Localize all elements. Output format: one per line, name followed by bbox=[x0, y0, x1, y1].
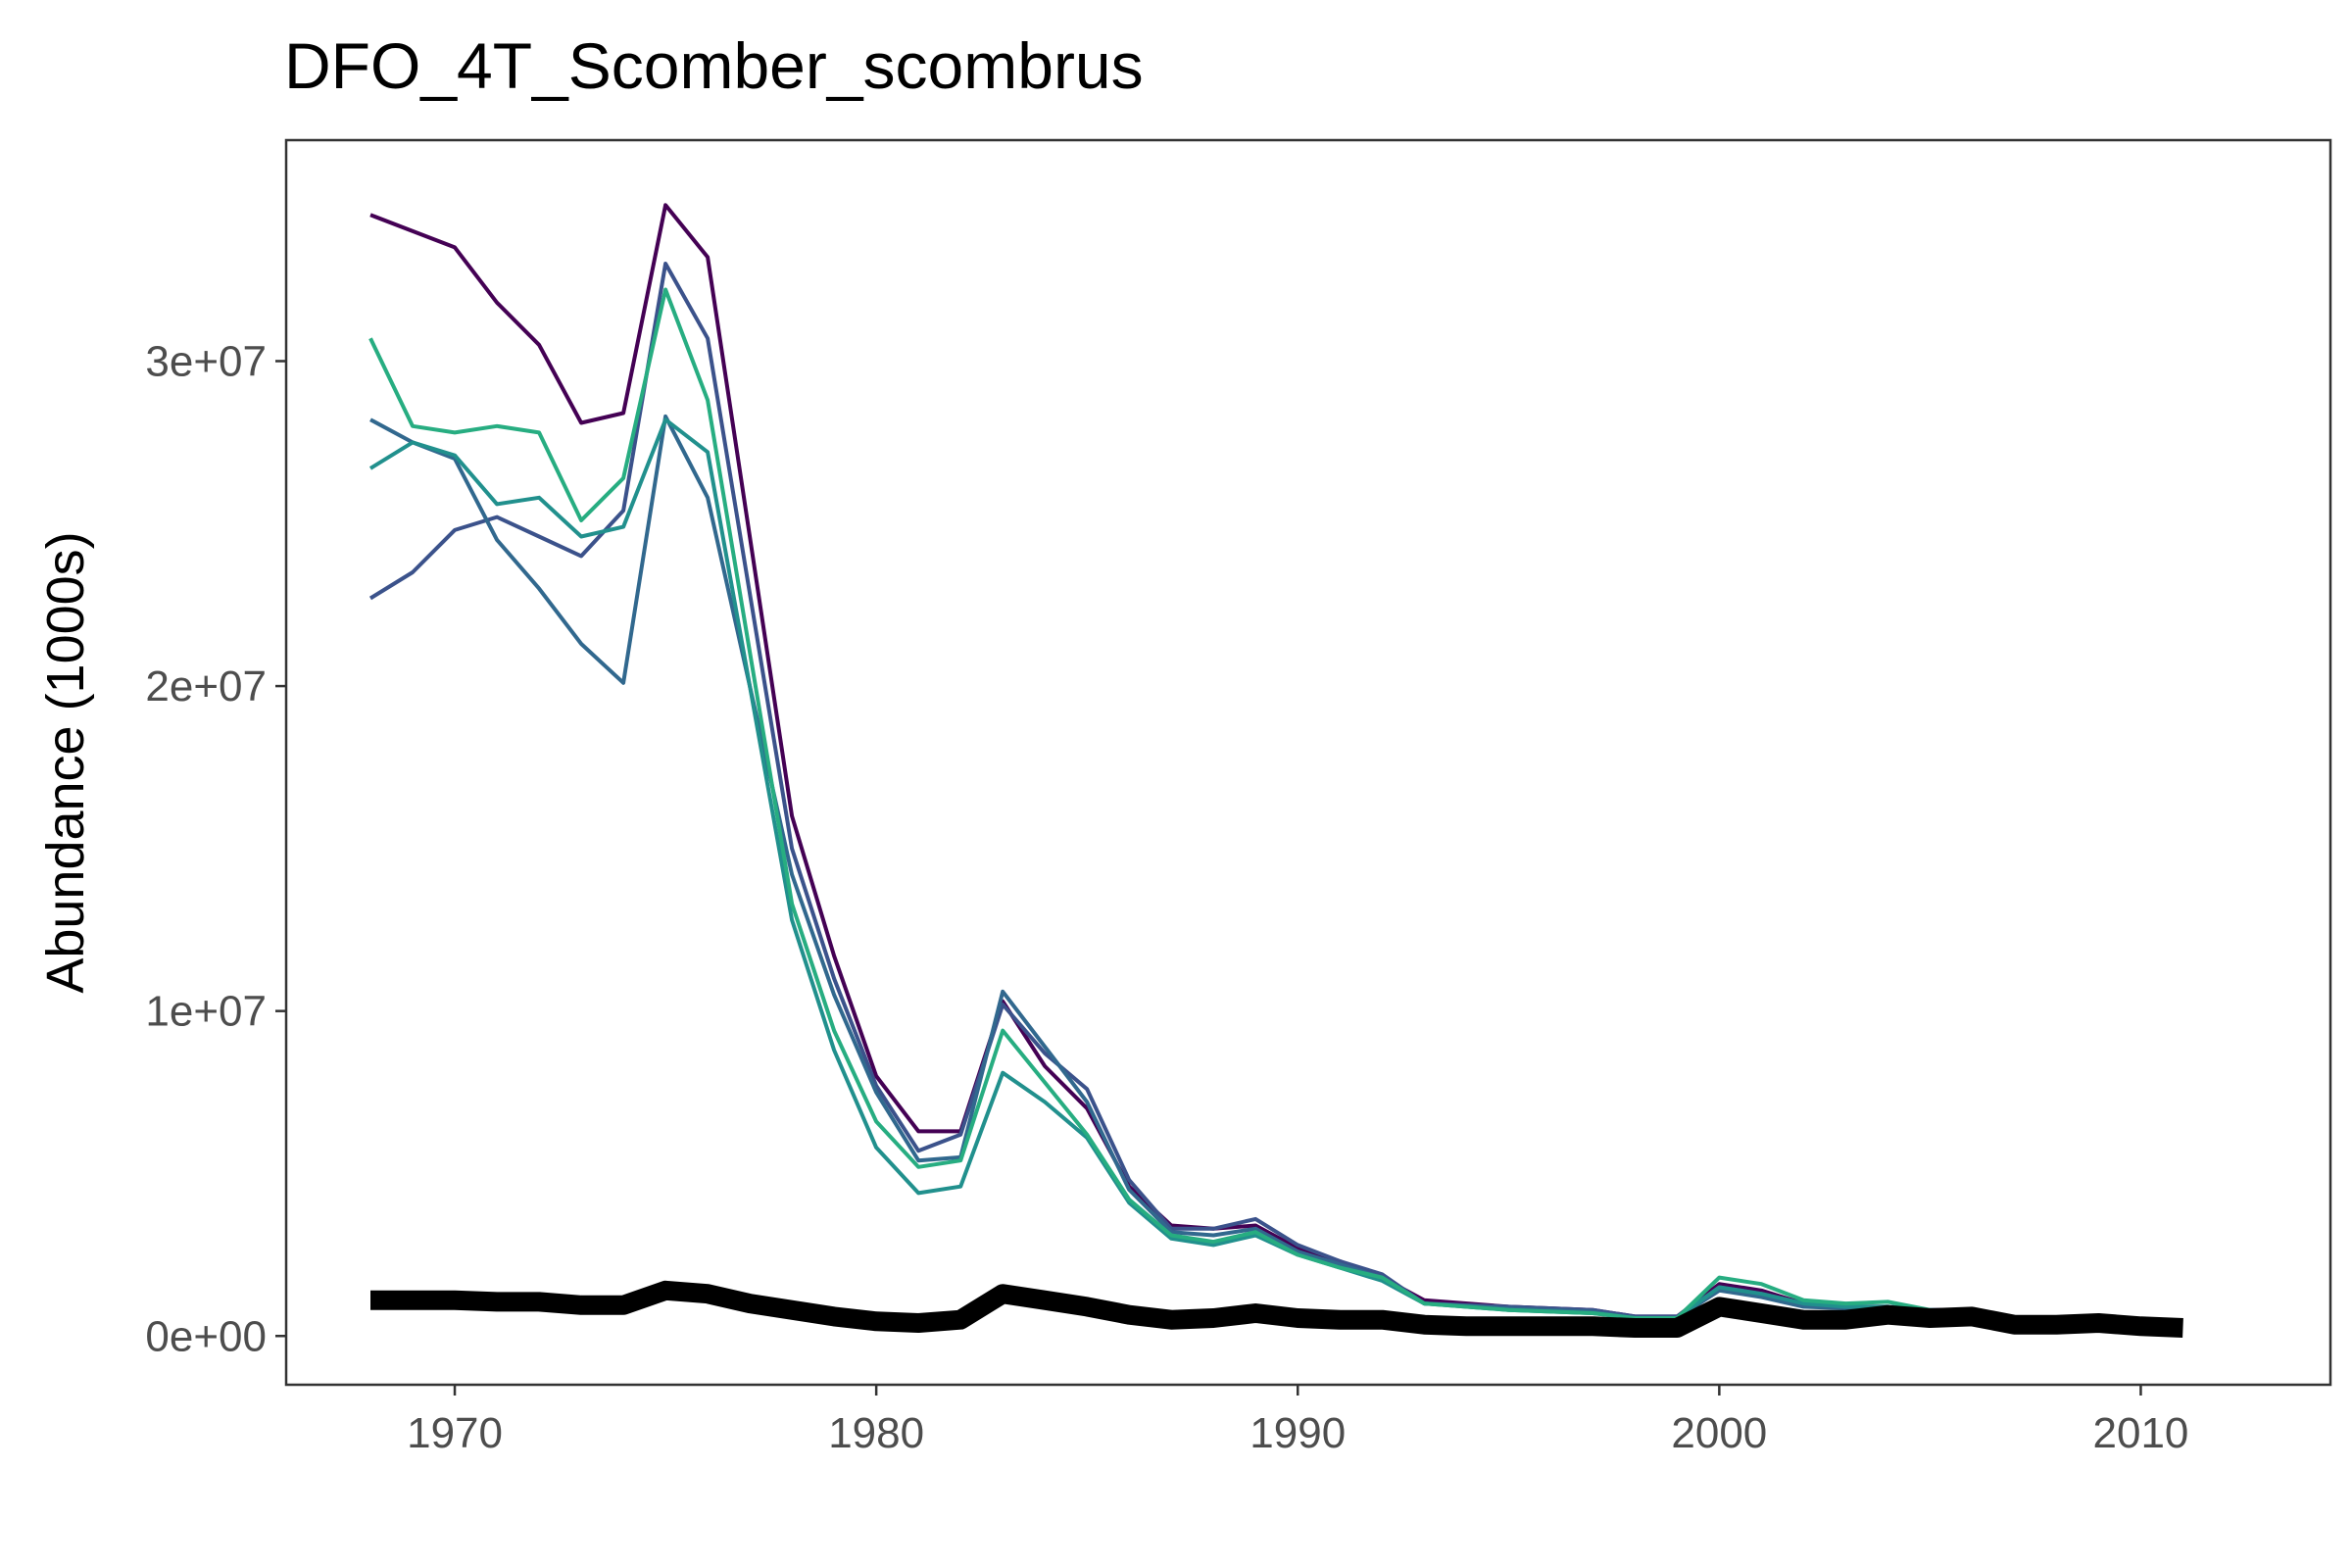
x-tick-label: 2000 bbox=[1671, 1409, 1767, 1457]
x-axis: 1970 1980 1990 2000 2010 bbox=[407, 1385, 2188, 1457]
x-tick-label: 1970 bbox=[407, 1409, 503, 1457]
y-tick-label: 2e+07 bbox=[145, 662, 267, 710]
x-tick-label: 2010 bbox=[2093, 1409, 2189, 1457]
x-tick-label: 1980 bbox=[828, 1409, 924, 1457]
series-line-4 bbox=[368, 417, 1973, 1320]
plot-panel bbox=[284, 138, 2332, 1387]
chart-title: DFO_4T_Scomber_scombrus bbox=[284, 29, 1144, 102]
series-line-3 bbox=[369, 414, 1973, 1320]
y-axis: 0e+00 1e+07 2e+07 3e+07 bbox=[145, 337, 286, 1360]
y-axis-label: Abundance (1000s) bbox=[36, 531, 95, 993]
series-line-6 bbox=[370, 1280, 2183, 1338]
series-line-5 bbox=[368, 287, 1973, 1320]
y-tick-label: 0e+00 bbox=[145, 1312, 267, 1360]
y-tick-label: 1e+07 bbox=[145, 988, 267, 1036]
y-tick-label: 3e+07 bbox=[145, 337, 267, 385]
x-tick-label: 1990 bbox=[1250, 1409, 1346, 1457]
series-line-1 bbox=[369, 203, 1973, 1319]
series-layer bbox=[368, 203, 2183, 1338]
